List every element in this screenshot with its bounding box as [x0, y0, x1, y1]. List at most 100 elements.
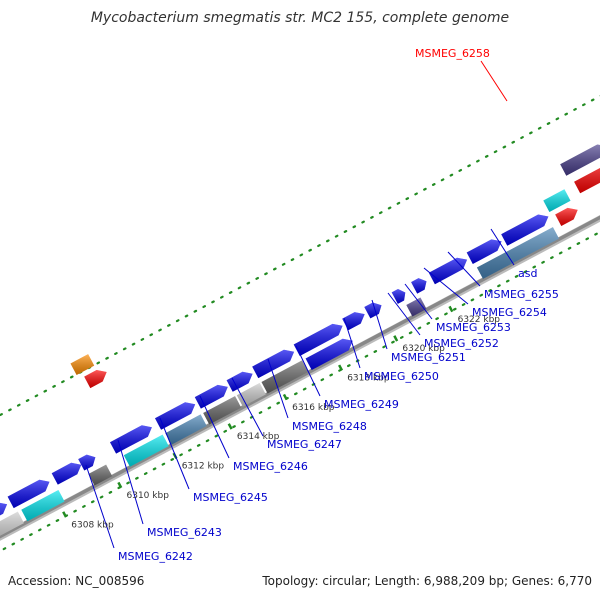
- gene-feature-shading: [70, 354, 95, 375]
- gene-label-msmeg-6243[interactable]: MSMEG_6243: [147, 526, 222, 539]
- gene-feature-shading: [555, 207, 578, 226]
- gene-feature-shading: [21, 490, 65, 522]
- gene-feature-shading: [466, 239, 502, 264]
- gene-feature[interactable]: [7, 479, 50, 509]
- label-leader-line: [343, 317, 361, 369]
- gene-feature-shading: [7, 479, 50, 509]
- label-leader-line: [423, 267, 469, 305]
- scale-tick-label: 6318 kbp: [347, 374, 390, 384]
- scale-tick: [338, 364, 344, 371]
- gene-feature[interactable]: [51, 462, 82, 485]
- gene-feature-shading: [406, 297, 427, 317]
- ruler-dots-top: [0, 94, 600, 417]
- gene-feature[interactable]: [574, 160, 600, 194]
- gene-feature-shading: [0, 502, 8, 516]
- gene-feature-shading: [574, 168, 600, 194]
- gene-label-msmeg-6247[interactable]: MSMEG_6247: [267, 438, 342, 451]
- gene-label-msmeg-6242[interactable]: MSMEG_6242: [118, 550, 193, 563]
- gene-feature[interactable]: [261, 360, 309, 394]
- gene-feature[interactable]: [555, 207, 578, 226]
- gene-label-msmeg-6252[interactable]: MSMEG_6252: [424, 337, 499, 350]
- gene-feature-shading: [0, 511, 24, 536]
- scale-tick: [117, 481, 123, 489]
- gene-label-msmeg-6245[interactable]: MSMEG_6245: [193, 491, 268, 504]
- gene-feature[interactable]: [21, 490, 65, 522]
- gene-feature[interactable]: [466, 239, 502, 264]
- gene-feature-shading: [155, 402, 196, 430]
- gene-feature-shading: [261, 360, 309, 394]
- gene-feature-shading: [342, 312, 365, 331]
- scale-tick-label: 6316 kbp: [292, 403, 335, 413]
- gene-feature-shading: [428, 257, 468, 285]
- gene-feature-shading: [51, 462, 82, 485]
- gene-feature-shading: [501, 214, 549, 246]
- genome-backbone: [0, 215, 600, 541]
- gene-feature-shading: [165, 414, 207, 445]
- gene-feature[interactable]: [78, 454, 96, 471]
- scale-tick-label: 6308 kbp: [71, 520, 114, 530]
- gene-feature[interactable]: [88, 464, 113, 486]
- label-leader-line: [117, 439, 144, 525]
- scale-tick-label: 6314 kbp: [237, 432, 280, 442]
- label-leader-line: [447, 251, 481, 287]
- gene-feature[interactable]: [428, 257, 468, 285]
- gene-feature[interactable]: [411, 278, 427, 294]
- label-leader-line: [371, 299, 388, 350]
- gene-feature[interactable]: [305, 338, 353, 370]
- gene-feature-shading: [305, 338, 353, 370]
- gene-feature[interactable]: [110, 425, 152, 454]
- gene-feature[interactable]: [560, 144, 600, 176]
- gene-feature[interactable]: [0, 502, 8, 530]
- scale-tick: [282, 393, 288, 401]
- gene-label-msmeg-6246[interactable]: MSMEG_6246: [233, 460, 308, 473]
- gene-feature-shading: [84, 370, 107, 389]
- gene-label-msmeg-6254[interactable]: MSMEG_6254: [472, 306, 547, 319]
- gene-feature[interactable]: [543, 189, 571, 212]
- gene-feature-shading: [391, 289, 406, 304]
- gene-feature[interactable]: [84, 370, 107, 389]
- gene-feature-shading: [252, 349, 295, 379]
- gene-feature[interactable]: [293, 323, 343, 356]
- gene-feature[interactable]: [155, 402, 196, 430]
- gene-feature[interactable]: [0, 511, 24, 547]
- gene-feature[interactable]: [342, 312, 365, 331]
- gene-feature[interactable]: [476, 227, 559, 279]
- gene-label-msmeg-6249[interactable]: MSMEG_6249: [324, 398, 399, 411]
- label-leader-line: [231, 377, 264, 437]
- gene-feature[interactable]: [165, 414, 207, 445]
- label-leader-line: [490, 228, 515, 266]
- label-leader-line: [199, 395, 230, 459]
- gene-label-msmeg-6258[interactable]: MSMEG_6258: [415, 47, 490, 60]
- scale-tick-label: 6310 kbp: [127, 491, 170, 501]
- gene-features[interactable]: [0, 124, 600, 547]
- gene-label-msmeg-6251[interactable]: MSMEG_6251: [391, 351, 466, 364]
- gene-feature-shading: [123, 434, 169, 467]
- gene-feature[interactable]: [123, 434, 169, 467]
- gene-label-msmeg-6248[interactable]: MSMEG_6248: [292, 420, 367, 433]
- scale-tick-label: 6312 kbp: [182, 462, 225, 472]
- scale-tick-labels: 6308 kbp 6310 kbp 6312 kbp 6314 kbp 6316 kbp…: [71, 315, 500, 530]
- gene-feature[interactable]: [364, 302, 382, 319]
- gene-feature[interactable]: [391, 289, 406, 304]
- gene-feature-shading: [543, 189, 571, 212]
- gene-feature[interactable]: [226, 371, 253, 392]
- gene-feature[interactable]: [406, 297, 427, 317]
- gene-feature[interactable]: [70, 354, 95, 375]
- gene-feature-shading: [110, 425, 152, 454]
- gene-feature[interactable]: [501, 214, 549, 246]
- scale-tick-label: 6322 kbp: [458, 315, 501, 325]
- scale-tick-label: 6320 kbp: [402, 344, 445, 354]
- gene-label-msmeg-6255[interactable]: MSMEG_6255: [484, 288, 559, 301]
- scale-tick: [62, 511, 68, 518]
- gene-feature[interactable]: [252, 349, 295, 379]
- label-leader-line: [480, 60, 508, 102]
- gene-label-asd[interactable]: asd: [518, 267, 537, 280]
- gene-label-msmeg-6250[interactable]: MSMEG_6250: [364, 370, 439, 383]
- gene-feature-shading: [364, 302, 382, 319]
- scale-ticks: [62, 305, 454, 518]
- label-leader-line: [85, 464, 115, 549]
- gene-feature-shading: [293, 323, 343, 356]
- gene-feature[interactable]: [203, 396, 242, 425]
- gene-label-msmeg-6253[interactable]: MSMEG_6253: [436, 321, 511, 334]
